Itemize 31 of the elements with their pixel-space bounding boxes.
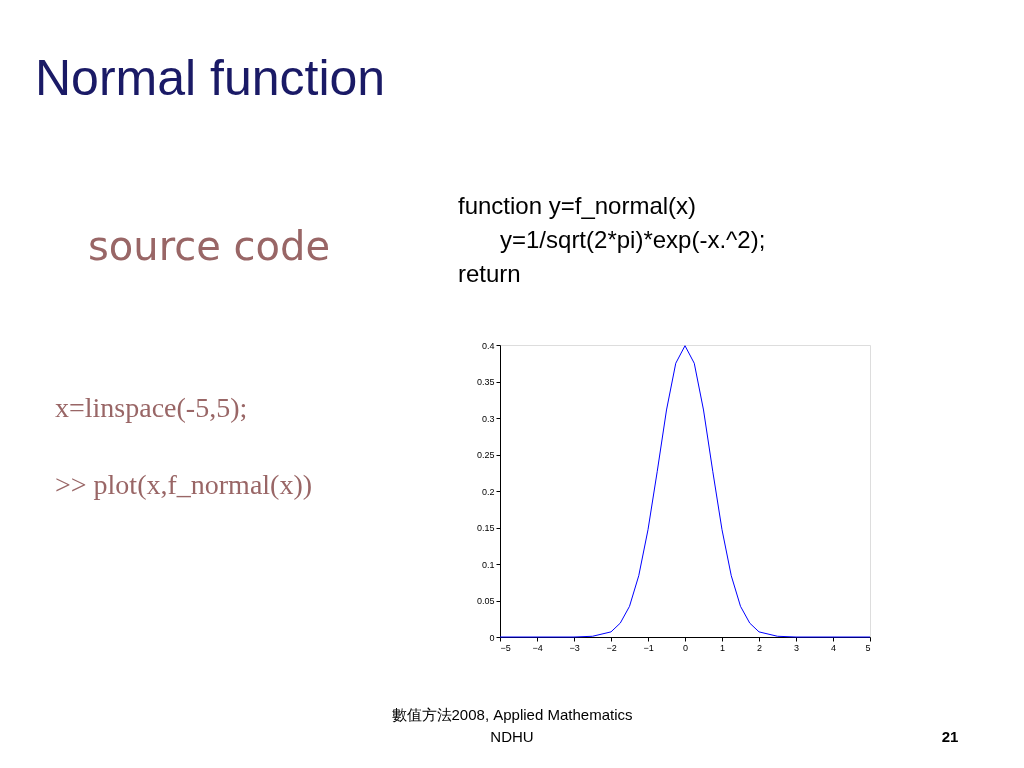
y-tick-label: 0.4 — [481, 340, 495, 351]
x-tick-label: −2 — [606, 642, 617, 653]
x-tick-label: −4 — [532, 642, 543, 653]
x-tick-label: 4 — [830, 642, 837, 653]
chart-title: Normal function — [35, 50, 386, 106]
y-tick-label: 0.25 — [476, 450, 495, 460]
text: function y=f_normal(x) — [458, 192, 697, 219]
y-tick-label: 0.05 — [476, 596, 495, 606]
y-tick-label: 0 — [489, 632, 495, 643]
x-tick-label: −3 — [569, 642, 580, 653]
text: NDHU — [490, 728, 534, 745]
x-tick-label: 3 — [793, 642, 800, 653]
text: 21 — [941, 728, 959, 745]
text: y=1/sqrt(2*pi)*exp(-x.^2); — [500, 226, 766, 253]
y-tick-label: 0.3 — [481, 413, 495, 424]
text: x=linspace(-5,5); — [55, 392, 248, 423]
source-note: source code — [88, 223, 331, 269]
text: return — [458, 260, 521, 287]
text: 數值方法2008, Applied Mathematics — [391, 706, 633, 723]
x-tick-label: 1 — [719, 642, 726, 653]
y-tick-label: 0.15 — [476, 523, 495, 533]
y-tick-label: 0.1 — [481, 559, 495, 570]
x-tick-label: 0 — [682, 642, 689, 653]
text: >> plot(x,f_normal(x)) — [55, 469, 313, 500]
line-series — [499, 345, 871, 638]
x-tick-label: −5 — [500, 642, 511, 653]
x-tick-label: 5 — [865, 642, 871, 653]
y-tick-label: 0.35 — [476, 377, 495, 387]
y-tick-label: 0.2 — [481, 486, 495, 497]
x-tick-label: 2 — [756, 642, 763, 653]
x-tick-label: −1 — [643, 642, 654, 653]
